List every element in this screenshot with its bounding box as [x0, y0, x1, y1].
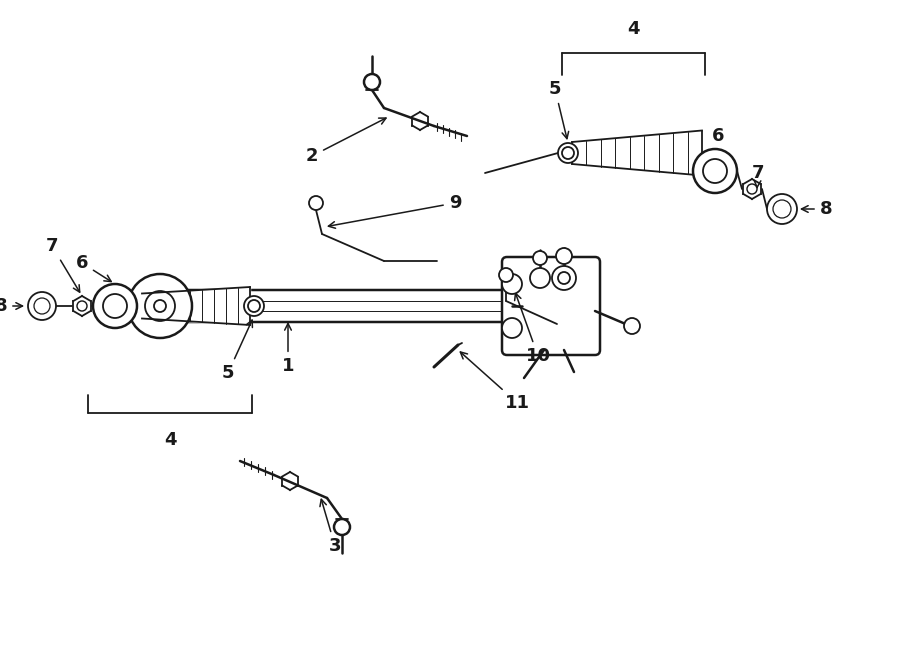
Circle shape — [128, 274, 192, 338]
Circle shape — [502, 274, 522, 294]
Text: 7: 7 — [752, 164, 764, 188]
Circle shape — [309, 196, 323, 210]
Circle shape — [562, 147, 574, 159]
Text: 5: 5 — [549, 80, 569, 139]
Circle shape — [552, 266, 576, 290]
Circle shape — [93, 284, 137, 328]
Circle shape — [248, 300, 260, 312]
Circle shape — [703, 159, 727, 183]
Circle shape — [747, 184, 757, 194]
Circle shape — [558, 143, 578, 163]
Circle shape — [556, 248, 572, 264]
Circle shape — [533, 251, 547, 265]
Circle shape — [499, 268, 513, 282]
Text: 8: 8 — [820, 200, 832, 218]
Circle shape — [364, 74, 380, 90]
FancyBboxPatch shape — [160, 290, 524, 322]
Text: 3: 3 — [320, 499, 341, 555]
Circle shape — [103, 294, 127, 318]
Circle shape — [77, 301, 87, 311]
Circle shape — [502, 318, 522, 338]
Text: 5: 5 — [221, 320, 252, 382]
Circle shape — [28, 292, 56, 320]
Circle shape — [244, 296, 264, 316]
Text: 8: 8 — [0, 297, 7, 315]
Circle shape — [154, 300, 166, 312]
Text: 6: 6 — [76, 254, 112, 282]
Text: 11: 11 — [460, 352, 530, 412]
Text: 7: 7 — [46, 237, 80, 292]
Text: 1: 1 — [282, 323, 294, 375]
Circle shape — [693, 149, 737, 193]
Circle shape — [334, 519, 350, 535]
Text: 10: 10 — [515, 293, 551, 365]
Circle shape — [145, 291, 175, 321]
Circle shape — [773, 200, 791, 218]
Circle shape — [530, 268, 550, 288]
Text: 4: 4 — [164, 431, 176, 449]
Text: 6: 6 — [712, 127, 724, 167]
Text: 4: 4 — [627, 20, 640, 38]
FancyBboxPatch shape — [502, 257, 600, 355]
Circle shape — [624, 318, 640, 334]
Circle shape — [558, 272, 570, 284]
Text: 9: 9 — [328, 194, 461, 228]
Circle shape — [767, 194, 797, 224]
Circle shape — [34, 298, 50, 314]
Text: 2: 2 — [306, 118, 386, 165]
